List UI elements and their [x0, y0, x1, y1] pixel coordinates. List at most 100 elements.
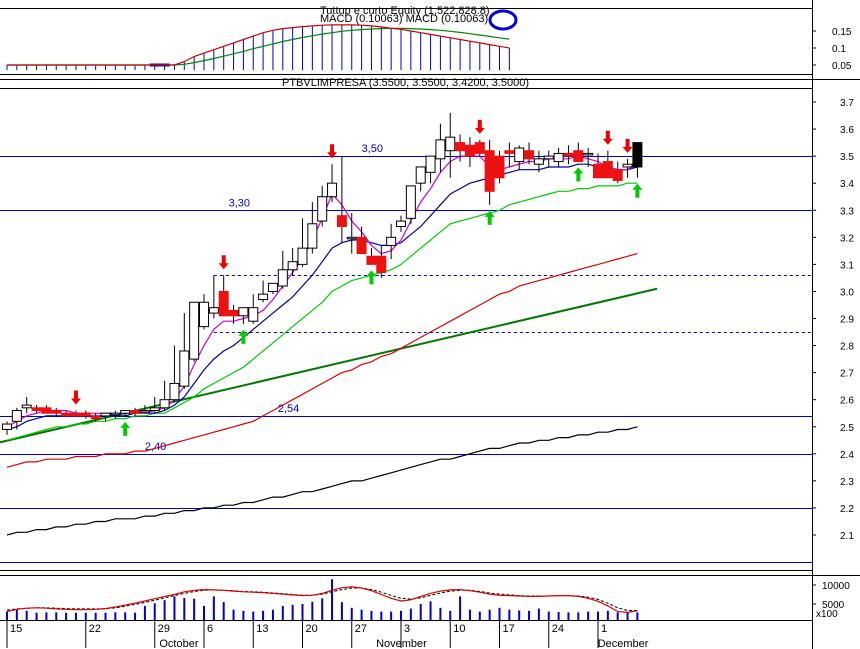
candle-body	[573, 150, 584, 163]
buy-arrow	[238, 329, 249, 344]
candle-body	[110, 412, 121, 416]
macd-highlight-circle	[488, 9, 518, 31]
candle-body	[602, 161, 613, 179]
candle-body	[593, 163, 603, 179]
buy-arrow	[632, 183, 643, 198]
price-levels: 3,50 3,30 2,54 2,40	[0, 143, 812, 563]
date-axis: 15 22 29 6 13 20 27 3 10 17 24 1 October November Dece…	[6, 620, 649, 649]
month-label: October	[159, 638, 198, 649]
price-tick-label: 2.3	[840, 477, 854, 488]
price-tick-label: 2.7	[840, 369, 854, 380]
volume-oscillator-a	[6, 586, 638, 614]
sell-arrow	[474, 119, 485, 134]
candle-body	[277, 269, 288, 287]
macd-line	[7, 24, 510, 66]
price-tick-label: 2.1	[840, 531, 854, 542]
volume-unit-label: x100	[816, 609, 838, 620]
candle-body	[317, 196, 328, 222]
candle-body	[61, 412, 72, 417]
candle-body	[455, 142, 466, 152]
signal-arrows	[70, 119, 643, 436]
candle-body	[632, 142, 643, 168]
price-tick-label: 3.6	[840, 125, 854, 136]
price-panel: PTBVLIMPRESA (3.5500, 3.5500, 3.4200, 3.…	[0, 77, 854, 563]
volume-tick-label: 10000	[822, 581, 850, 592]
candle-body	[415, 166, 426, 184]
candle-body	[553, 152, 564, 163]
date-tick-label: 3	[404, 623, 410, 635]
price-tick-label: 3.4	[840, 179, 854, 190]
candle-body	[533, 158, 544, 165]
price-tick-label: 2.8	[840, 342, 854, 353]
candle-body	[405, 185, 416, 219]
price-tick-label: 2.6	[840, 396, 854, 407]
candle-body	[41, 407, 52, 414]
macd-title-line2: MACD (0.10063) MACD (0.10063)	[320, 13, 488, 25]
volume-oscillators	[6, 586, 638, 614]
buy-arrow	[366, 270, 377, 285]
candle-body	[130, 410, 141, 414]
date-tick-label: 20	[306, 623, 318, 635]
candle-body	[494, 155, 505, 179]
sell-arrow	[70, 390, 81, 405]
candle-body	[464, 144, 475, 157]
candle-body	[169, 382, 180, 401]
candlesticks	[2, 112, 643, 435]
candle-body	[563, 152, 574, 157]
candle-body	[307, 223, 318, 249]
date-tick-label: 6	[207, 623, 213, 635]
candle-body	[287, 261, 298, 271]
candle-body	[139, 410, 150, 413]
level-label: 3,30	[229, 197, 250, 209]
candle-body	[228, 309, 239, 317]
date-tick-label: 24	[552, 623, 564, 635]
candle-body	[524, 150, 535, 160]
candle-body	[366, 255, 377, 265]
candle-body	[267, 282, 278, 292]
candle-body	[80, 412, 91, 417]
candle-body	[159, 399, 170, 409]
candle-body	[179, 350, 190, 387]
candle-body	[199, 301, 209, 328]
date-tick-label: 13	[256, 623, 268, 635]
candle-body	[425, 155, 436, 173]
candle-body	[149, 407, 160, 412]
candle-body	[396, 220, 406, 227]
candle-body	[327, 182, 338, 198]
candle-body	[346, 236, 357, 240]
date-tick-label: 17	[503, 623, 515, 635]
price-tick-label: 3.1	[840, 260, 854, 271]
level-label: 3,50	[362, 143, 383, 155]
candle-body	[474, 142, 485, 154]
sell-arrow	[327, 144, 338, 159]
candle-body	[612, 169, 623, 181]
candle-body	[31, 407, 42, 412]
price-tick-label: 2.9	[840, 315, 854, 326]
price-tick-label: 3.7	[840, 98, 854, 109]
candle-body	[297, 247, 308, 265]
candle-body	[376, 255, 387, 273]
macd-panel: Tuttup e curto Equity (1,522,828.8) MACD…	[6, 5, 852, 72]
sell-arrow	[602, 130, 613, 145]
candle-body	[435, 139, 446, 160]
candle-body	[2, 423, 12, 430]
macd-axis: 0.15 0.1 0.05	[812, 27, 852, 72]
price-tick-label: 3.3	[840, 206, 854, 217]
buy-arrow	[484, 210, 495, 225]
date-tick-label: 1	[601, 623, 607, 635]
ma-medium-line	[6, 163, 638, 431]
trend-line	[0, 287, 658, 444]
level-label: 2,54	[278, 403, 299, 415]
candle-body	[51, 410, 62, 414]
candle-body	[504, 150, 515, 154]
month-label: November	[376, 638, 427, 649]
ma-long-line	[6, 182, 638, 441]
date-tick-label: 15	[10, 623, 22, 635]
candle-body	[622, 163, 633, 168]
sell-arrow	[622, 138, 633, 153]
